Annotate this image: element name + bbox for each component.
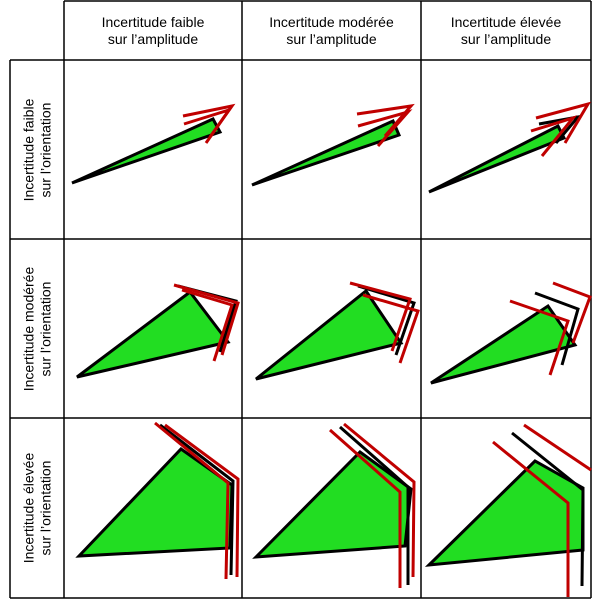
row-header-line2: sur l’orientation	[37, 460, 53, 556]
cell-orientation-high-amplitude-low	[75, 421, 240, 580]
uncertainty-triangle	[251, 119, 402, 187]
row-header-orientation-moderate: Incertitude modérée sur l’orientation	[10, 239, 64, 418]
column-header-amplitude-moderate: Incertitude modérée sur l’amplitude	[242, 1, 421, 60]
alternative-arrowhead	[181, 288, 234, 362]
column-header-line1: Incertitude modérée	[269, 13, 394, 30]
alternative-arrowhead	[530, 115, 578, 157]
cell-orientation-low-amplitude-moderate	[251, 103, 415, 187]
uncertainty-triangle	[424, 459, 585, 567]
alternative-arrowhead	[362, 293, 420, 364]
column-header-amplitude-low: Incertitude faible sur l’amplitude	[64, 1, 242, 60]
alternative-arrowhead	[183, 107, 233, 144]
column-header-line1: Incertitude faible	[101, 13, 205, 30]
cell-orientation-moderate-amplitude-high	[430, 281, 592, 385]
row-header-line2: sur l’orientation	[37, 102, 54, 197]
alternative-arrowhead	[154, 421, 230, 580]
alternative-arrowhead	[329, 428, 402, 588]
alternative-arrowhead	[173, 283, 240, 356]
alternative-arrowhead	[492, 440, 570, 597]
cell-orientation-low-amplitude-low	[71, 103, 236, 185]
cell-orientation-high-amplitude-high	[424, 423, 592, 597]
row-header-line1: Incertitude modérée	[20, 266, 36, 391]
alternative-arrowhead	[164, 423, 240, 578]
central-arrowhead	[511, 431, 585, 587]
central-arrowhead	[534, 291, 580, 366]
alternative-arrowhead	[357, 109, 413, 147]
uncertainty-triangle	[255, 288, 404, 381]
column-header-line2: sur l’amplitude	[460, 30, 552, 47]
central-arrowhead	[357, 284, 416, 356]
cell-orientation-low-amplitude-high	[428, 101, 592, 194]
central-arrowhead	[339, 425, 410, 585]
uncertainty-triangle	[75, 447, 234, 558]
uncertainty-triangle	[428, 123, 567, 194]
alternative-arrowhead	[343, 422, 416, 578]
alternative-arrowhead	[535, 101, 592, 144]
cell-orientation-moderate-amplitude-moderate	[255, 281, 420, 381]
row-header-orientation-low: Incertitude faible sur l’orientation	[10, 60, 64, 239]
row-header-line2: sur l’orientation	[37, 281, 53, 376]
row-header-line1: Incertitude élevée	[20, 452, 36, 564]
cell-orientation-high-amplitude-moderate	[252, 422, 416, 588]
column-header-line2: sur l’amplitude	[107, 30, 199, 47]
column-header-line1: Incertitude élevée	[450, 13, 562, 30]
column-header-line2: sur l’amplitude	[286, 30, 377, 47]
alternative-arrowhead	[349, 281, 412, 352]
grid-lines	[9, 0, 592, 599]
alternative-arrowhead	[552, 281, 592, 344]
alternative-arrowhead	[523, 423, 592, 472]
uncertainty-triangle	[430, 303, 578, 385]
uncertainty-triangle	[71, 117, 223, 185]
cell-orientation-moderate-amplitude-low	[76, 283, 240, 379]
central-arrowhead	[159, 423, 235, 576]
row-header-line1: Incertitude faible	[20, 98, 37, 201]
uncertainty-triangle	[252, 450, 413, 559]
alternative-arrowhead	[509, 299, 570, 376]
row-header-orientation-high: Incertitude élevée sur l’orientation	[10, 418, 64, 598]
uncertainty-triangle	[76, 289, 231, 379]
central-arrowhead	[538, 114, 582, 144]
column-header-amplitude-high: Incertitude élevée sur l’amplitude	[421, 1, 591, 60]
